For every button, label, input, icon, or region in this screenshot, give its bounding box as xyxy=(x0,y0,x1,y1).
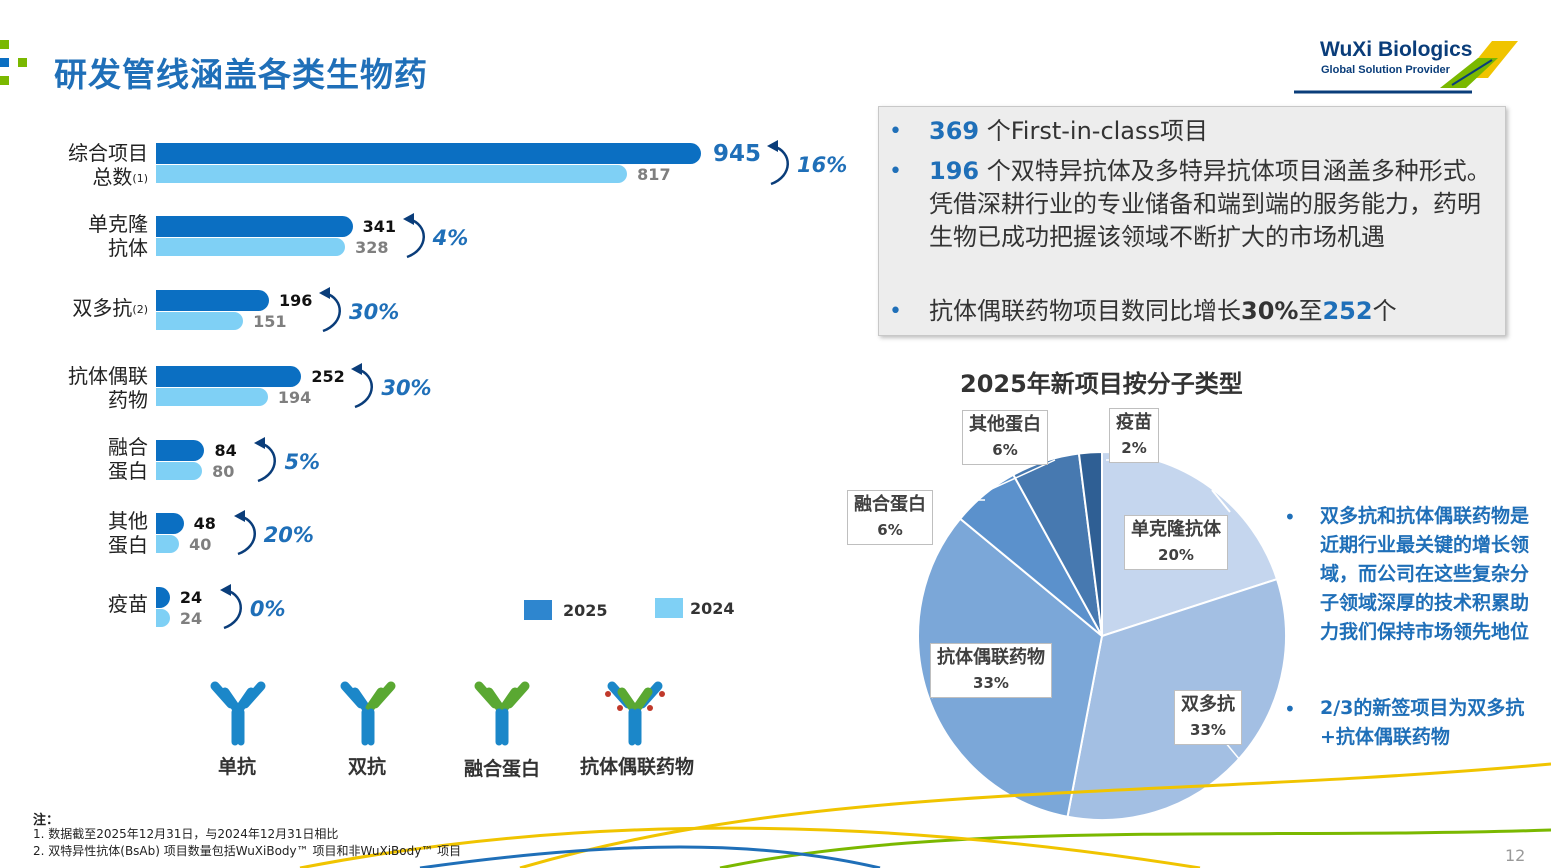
pie-label-adc: 抗体偶联药物 33% xyxy=(930,643,1052,698)
bullet-item: • 369 个First-in-class项目 xyxy=(889,115,1494,148)
growth-arrow-icon xyxy=(219,584,242,630)
bar-value-2025: 24 xyxy=(179,588,203,607)
bar-2025 xyxy=(156,513,184,534)
bullet-item: • 196 个双特异抗体及多特异抗体项目涵盖多种形式。凭借深耕行业的专业储备和端… xyxy=(889,157,1491,251)
corner-squares-decoration xyxy=(0,40,27,85)
pie-label-vaccine: 疫苗 2% xyxy=(1109,408,1159,463)
right-note-1: 双多抗和抗体偶联药物是近期行业最关键的增长领域，而公司在这些复杂分子领域深厚的技… xyxy=(1320,505,1530,643)
legend-label-2024: 2024 xyxy=(690,599,735,618)
footnote-1: 1. 数据截至2025年12月31日，与2024年12月31日相比 xyxy=(33,827,339,841)
bar-value-2024: 817 xyxy=(637,165,671,184)
growth-percent: 30% xyxy=(349,300,400,324)
mab-antibody-icon xyxy=(210,681,266,746)
bar-value-2025: 252 xyxy=(311,367,345,386)
fusion-protein-icon xyxy=(474,681,530,746)
icon-label-fusion: 融合蛋白 xyxy=(464,758,541,780)
growth-arrow-icon xyxy=(233,510,256,556)
note-bullet-icon: • xyxy=(1284,697,1296,721)
bullet-dot-icon: • xyxy=(889,119,902,144)
growth-arrow-icon xyxy=(254,437,277,483)
key-points-box: • 369 个First-in-class项目 • 196 个双特异抗体及多特异… xyxy=(878,106,1506,336)
bar-2025 xyxy=(156,290,270,311)
growth-arrow-icon xyxy=(402,213,425,259)
category-label-fusion: 融合 蛋白 xyxy=(108,435,148,483)
category-label-vaccine: 疫苗 xyxy=(108,592,148,616)
bullet-item: • 抗体偶联药物项目数同比增长30%至252个 xyxy=(889,295,1494,328)
page-number: 12 xyxy=(1505,846,1526,865)
bar-2025 xyxy=(156,587,170,608)
bar-2025 xyxy=(156,216,353,237)
decorative-swoosh xyxy=(299,762,1551,868)
legend-swatch-2025 xyxy=(524,600,552,620)
pie-label-other: 其他蛋白 6% xyxy=(962,410,1048,465)
category-label-adc: 抗体偶联 药物 xyxy=(68,364,148,412)
bullet-dot-icon: • xyxy=(889,299,902,324)
growth-arrow-icon xyxy=(351,363,374,409)
bar-2024 xyxy=(156,165,628,183)
pie-chart-title: 2025年新项目按分子类型 xyxy=(960,370,1243,398)
pie-label-mab: 单克隆抗体 20% xyxy=(1124,515,1228,570)
bullet-dot-icon: • xyxy=(889,159,902,184)
bar-value-2025: 84 xyxy=(214,441,237,460)
growth-percent: 0% xyxy=(249,597,286,621)
category-label-mab: 单克隆 抗体 xyxy=(88,212,148,260)
right-note-2: 2/3的新签项目为双多抗+抗体偶联药物 xyxy=(1320,697,1525,748)
footnote-2: 2. 双特异性抗体(BsAb) 项目数量包括WuXiBody™ 项目和非WuXi… xyxy=(33,844,462,858)
growth-arrow-icon xyxy=(319,287,341,333)
icon-label-adc: 抗体偶联药物 xyxy=(580,756,695,778)
pie-slice xyxy=(1077,450,1103,637)
bar-value-2024: 40 xyxy=(189,535,212,554)
logo-text: WuXi Biologics xyxy=(1320,38,1473,61)
growth-arrow-icon xyxy=(767,140,789,186)
growth-percent: 4% xyxy=(432,226,469,250)
category-label-other: 其他 蛋白 xyxy=(108,509,148,557)
bar-2025 xyxy=(156,143,701,164)
growth-percent: 5% xyxy=(284,450,321,474)
growth-percent: 20% xyxy=(263,523,314,547)
bar-value-2025: 945 xyxy=(713,141,762,167)
icon-label-bsab: 双抗 xyxy=(348,756,387,778)
footnote-heading: 注： xyxy=(33,813,60,828)
bar-value-2024: 328 xyxy=(355,238,389,257)
growth-percent: 30% xyxy=(381,376,432,400)
bar-value-2024: 80 xyxy=(212,462,235,481)
adc-antibody-icon xyxy=(605,681,665,746)
bar-value-2024: 194 xyxy=(277,388,312,407)
bar-value-2025: 196 xyxy=(279,291,313,310)
bar-2025 xyxy=(156,440,205,461)
category-label-total: 综合项目 总数(1) xyxy=(68,141,148,189)
legend-swatch-2024 xyxy=(655,598,683,618)
bar-2024 xyxy=(156,535,180,553)
bar-2024 xyxy=(156,462,203,480)
category-label-bsab: 双多抗(2) xyxy=(72,296,148,320)
bar-value-2024: 151 xyxy=(253,312,287,331)
logo-tagline: Global Solution Provider xyxy=(1321,64,1450,76)
bar-2025 xyxy=(156,366,302,387)
legend-label-2025: 2025 xyxy=(563,601,608,620)
bar-value-2025: 341 xyxy=(362,217,397,236)
logo-swoosh xyxy=(1294,41,1518,94)
bar-2024 xyxy=(156,388,268,406)
bar-2024 xyxy=(156,238,346,256)
bar-value-2025: 48 xyxy=(193,514,216,533)
note-bullet-icon: • xyxy=(1284,505,1296,529)
bsab-antibody-icon xyxy=(340,681,396,746)
page-title: 研发管线涵盖各类生物药 xyxy=(54,55,428,94)
icon-label-mab: 单抗 xyxy=(218,756,257,778)
pie-label-fusion: 融合蛋白 6% xyxy=(847,490,933,545)
pie-label-bsab: 双多抗 33% xyxy=(1174,690,1242,745)
bar-2024 xyxy=(156,609,170,627)
bar-value-2024: 24 xyxy=(179,609,203,628)
growth-percent: 16% xyxy=(797,153,848,177)
bar-2024 xyxy=(156,312,244,330)
